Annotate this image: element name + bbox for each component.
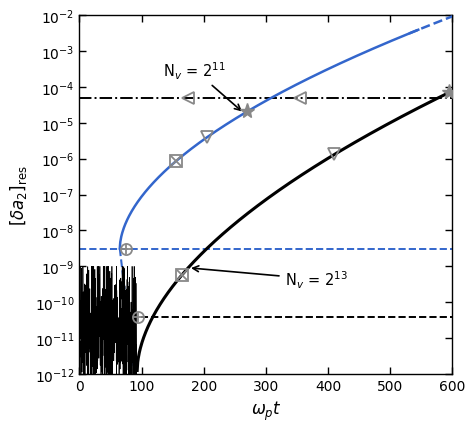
Text: N$_v$ = 2$^{11}$: N$_v$ = 2$^{11}$ [164,60,241,111]
Y-axis label: $[\delta a_2]_{\rm res}$: $[\delta a_2]_{\rm res}$ [9,165,29,225]
Text: N$_v$ = 2$^{13}$: N$_v$ = 2$^{13}$ [193,266,347,290]
X-axis label: $\omega_p t$: $\omega_p t$ [250,399,282,422]
